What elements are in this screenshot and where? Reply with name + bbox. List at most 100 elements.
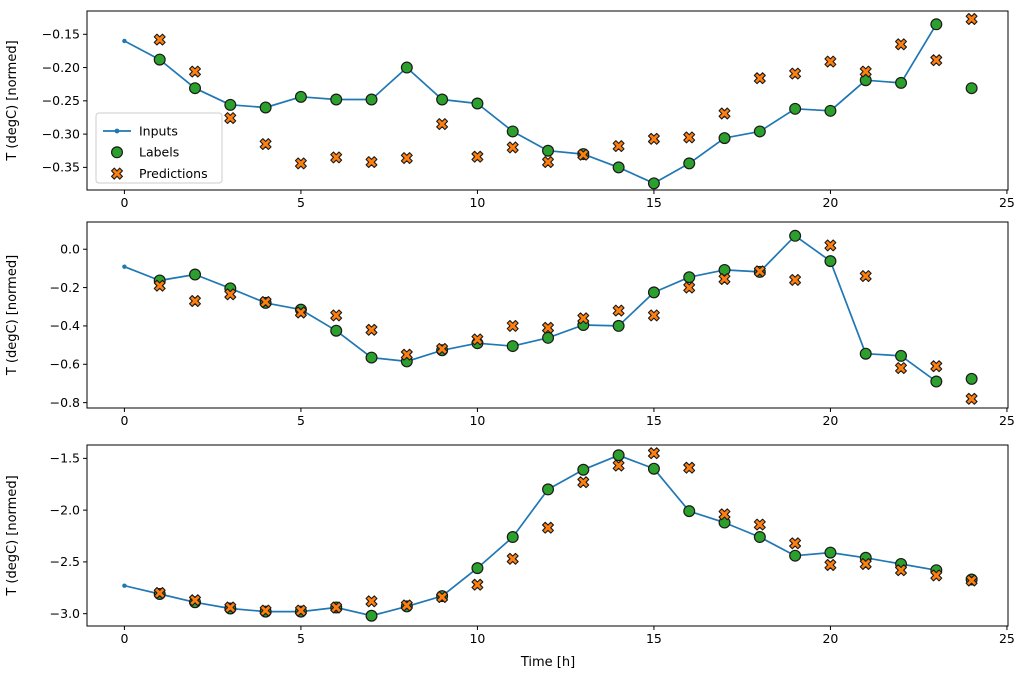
predictions-point [577,476,590,489]
x-tick-label: 10 [469,195,485,210]
predictions-point [895,362,907,375]
legend-item-inputs: Inputs [103,123,178,138]
subplot-1-predictions-markers [153,13,978,170]
labels-point [683,505,696,518]
predictions-point [506,552,519,565]
predictions-point [965,392,978,405]
labels-point [506,531,519,544]
x-tick-label: 20 [822,195,838,210]
labels-point [753,125,766,138]
y-tick-label: −0.20 [42,60,80,75]
legend-labels-circle-sample [110,146,123,159]
axes-frame [86,444,1009,627]
predictions-point [365,156,378,169]
axes-frame [86,221,1009,409]
subplot-3-predictions-markers [153,447,978,617]
y-tick-label: −0.25 [42,93,80,108]
predictions-point [859,558,872,570]
labels-point [965,372,978,385]
y-tick-label: −0.4 [50,318,80,333]
predictions-point [224,601,237,614]
legend-inputs-dot-sample [114,128,120,134]
labels-point [824,546,837,559]
predictions-point [224,288,237,301]
x-tick-label: 5 [297,195,305,210]
labels-point [189,82,202,95]
y-tick-label: −3.0 [50,606,80,621]
labels-point [718,263,731,276]
labels-point [365,609,378,622]
predictions-point [612,459,625,472]
inputs-path [124,234,937,383]
labels-point [506,125,519,138]
predictions-point [753,72,766,85]
y-tick-label: −1.5 [50,451,80,466]
predictions-point [542,156,554,169]
predictions-point [400,348,413,361]
predictions-point [153,587,166,599]
labels-point [259,101,272,114]
predictions-point [189,65,201,78]
x-tick-label: 25 [999,195,1015,210]
labels-point [824,255,837,268]
labels-point [930,375,943,388]
predictions-point [683,131,696,144]
predictions-point [824,239,837,252]
predictions-point [647,132,660,145]
x-tick-label: 20 [822,631,838,646]
predictions-point [965,574,978,587]
labels-point [365,351,378,364]
predictions-point [542,521,554,534]
labels-point [471,97,484,110]
labels-point [542,331,555,344]
predictions-point [189,295,201,307]
x-tick-label: 25 [999,631,1015,646]
predictions-point [153,33,166,46]
predictions-point [824,559,837,571]
predictions-point [789,273,802,286]
predictions-point [259,296,272,308]
predictions-point [789,537,802,550]
x-tick-label: 0 [120,195,128,210]
predictions-point [436,342,449,355]
legend-item-predictions: Predictions [110,166,208,181]
y-tick-label: −0.8 [50,395,80,410]
predictions-point [612,304,625,317]
y-tick-label: −0.15 [42,27,80,42]
predictions-point [859,270,872,283]
labels-point [859,347,872,360]
labels-point [542,483,555,496]
predictions-point [718,508,731,521]
labels-point [895,349,908,362]
labels-point [789,549,802,562]
labels-point [824,104,837,117]
labels-point [189,268,202,281]
labels-point [718,132,731,145]
predictions-point [259,138,272,151]
predictions-point [506,141,519,154]
predictions-point [577,148,590,161]
predictions-point [436,118,449,131]
labels-point [577,463,590,476]
legend-predictions-x-sample [110,167,124,180]
x-tick-label: 5 [297,631,305,646]
labels-point [683,271,696,284]
predictions-point [224,112,237,125]
y-tick-label: −0.35 [42,160,80,175]
predictions-point [859,65,872,78]
predictions-point [259,604,272,617]
y-axis-label: T (degC) [normed] [5,40,20,161]
predictions-point [753,518,766,531]
labels-point [294,90,307,103]
labels-point [436,93,449,106]
predictions-point [965,13,978,25]
legend-item-label: Predictions [139,166,208,181]
labels-point [965,82,978,95]
predictions-point [683,281,696,294]
legend-item-label: Labels [139,145,179,160]
predictions-point [753,265,766,278]
labels-point [930,18,943,31]
predictions-point [400,152,413,165]
